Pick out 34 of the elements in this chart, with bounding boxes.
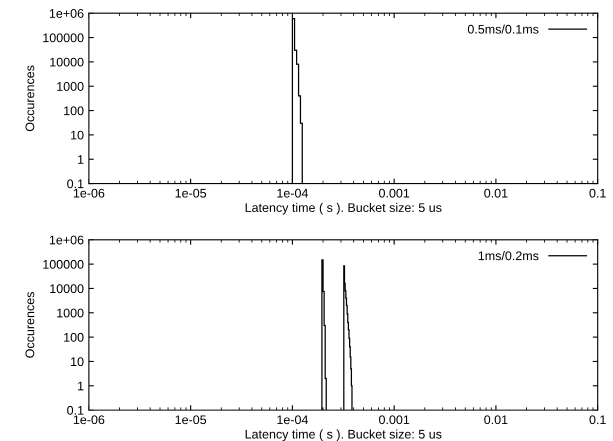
y-tick-label: 100000: [43, 33, 84, 42]
y-tick-label: 1000: [57, 308, 84, 318]
x-tick-label: 1e-06: [74, 188, 104, 198]
y-tick-label: 10: [71, 130, 84, 140]
y-tick-label: 0.1: [67, 179, 84, 188]
y-tick-label: 1000: [57, 82, 84, 91]
x-tick-label: 1e-05: [176, 188, 206, 198]
y-tick-label: 100000: [43, 260, 84, 269]
x-tick-label: 0.01: [484, 415, 508, 424]
x-tick-label: 0.1: [589, 188, 606, 198]
x-tick-label: 1e-06: [74, 415, 104, 424]
y-axis-title: Occurences: [25, 292, 34, 358]
x-tick-label: 0.1: [589, 415, 606, 424]
y-tick-label: 1e+06: [50, 236, 84, 244]
y-tick-label: 10000: [50, 284, 84, 294]
legend-label: 0.5ms/0.1ms: [468, 24, 538, 34]
x-axis-title: Latency time ( s ). Bucket size: 5 us: [246, 429, 442, 441]
y-tick-label: 0.1: [67, 406, 84, 415]
x-tick-label: 1e-04: [277, 415, 308, 424]
y-tick-label: 1: [78, 382, 84, 390]
legend-label: 1ms/0.2ms: [478, 251, 538, 260]
x-tick-label: 0.001: [379, 188, 410, 198]
x-tick-label: 0.001: [379, 415, 410, 424]
y-tick-label: 100: [64, 332, 84, 342]
y-axis-title: Occurences: [25, 66, 34, 132]
y-tick-label: 100: [64, 106, 84, 116]
y-tick-label: 10: [71, 357, 84, 366]
x-tick-label: 1e-04: [277, 188, 308, 198]
x-tick-label: 0.01: [484, 188, 508, 198]
x-axis-title: Latency time ( s ). Bucket size: 5 us: [246, 202, 442, 215]
y-tick-label: 1: [78, 155, 84, 164]
x-tick-label: 1e-05: [176, 415, 206, 424]
y-tick-label: 1e+06: [50, 9, 84, 18]
y-tick-label: 10000: [50, 58, 84, 67]
